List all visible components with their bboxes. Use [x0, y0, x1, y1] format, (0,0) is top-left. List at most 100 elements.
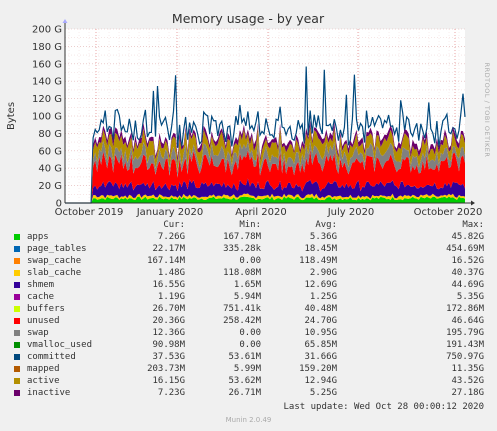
- legend-max-value: 454.69M: [446, 244, 484, 254]
- y-tick-label: 200 G: [32, 25, 62, 36]
- legend-max-value: 195.79G: [446, 328, 484, 338]
- x-tick-label: January 2020: [136, 207, 204, 218]
- legend-swatch: [14, 318, 20, 324]
- legend-avg-value: 18.45M: [304, 244, 337, 254]
- series-line-committed: [65, 66, 466, 204]
- legend-cur-value: 90.98M: [152, 340, 185, 350]
- legend-series-name: active: [27, 376, 60, 386]
- series-area-inactive: [65, 120, 465, 203]
- y-tick-label: 120 G: [32, 94, 62, 105]
- legend-cur-value: 167.14M: [147, 256, 185, 266]
- legend-avg-value: 1.25G: [309, 292, 337, 302]
- legend-row-vmalloc-used: vmalloc_used 90.98M 0.00 65.85M 191.43M: [0, 339, 497, 351]
- y-tick-label: 40 G: [38, 164, 62, 175]
- series-areas: [65, 66, 466, 204]
- legend-row-unused: unused 20.36G 258.42M 24.70G 46.64G: [0, 315, 497, 327]
- legend-swatch: [14, 390, 20, 396]
- legend-series-name: inactive: [27, 388, 71, 398]
- legend-cur-value: 16.15G: [152, 376, 185, 386]
- legend-swatch: [14, 258, 20, 264]
- legend-min-value: 258.42M: [223, 316, 261, 326]
- legend-min-value: 167.78M: [223, 232, 261, 242]
- legend-row-swap: swap 12.36G 0.00 10.95G 195.79G: [0, 327, 497, 339]
- y-tick-label: 80 G: [38, 129, 62, 140]
- legend-min-value: 335.28k: [223, 244, 261, 254]
- legend-min-value: 26.71M: [228, 388, 261, 398]
- last-update: Last update: Wed Oct 28 00:00:12 2020: [283, 402, 484, 412]
- legend-max-value: 16.52G: [451, 256, 484, 266]
- legend-avg-value: 10.95G: [304, 328, 337, 338]
- legend-avg-value: 118.49M: [299, 256, 337, 266]
- y-tick-labels: 0 20 G 40 G 60 G 80 G 100 G 120 G 140 G 160 G 180…: [32, 25, 62, 210]
- legend-series-name: swap_cache: [27, 256, 82, 266]
- col-avg-header: Avg:: [315, 220, 337, 230]
- legend-swatch: [14, 270, 20, 276]
- legend-row-apps: apps 7.26G 167.78M 5.36G 45.82G: [0, 231, 497, 243]
- y-tick-label: 100 G: [32, 112, 62, 123]
- legend-cur-value: 1.19G: [157, 292, 185, 302]
- series-area-apps: [65, 196, 465, 203]
- legend-cur-value: 22.17M: [152, 244, 185, 254]
- legend-swatch: [14, 306, 20, 312]
- legend-cur-value: 203.73M: [147, 364, 185, 374]
- legend-avg-value: 24.70G: [304, 316, 337, 326]
- series-area-unused: [65, 149, 465, 203]
- legend-swatch: [14, 330, 20, 336]
- chart-title: Memory usage - by year: [172, 11, 325, 26]
- legend-swatch: [14, 366, 20, 372]
- legend-header: Cur: Min: Avg: Max:: [0, 219, 497, 231]
- x-tick-label: July 2020: [327, 207, 375, 218]
- legend-swatch: [14, 354, 20, 360]
- col-cur-header: Cur:: [163, 220, 185, 230]
- legend-max-value: 191.43M: [446, 340, 484, 350]
- legend-row-buffers: buffers 26.70M 751.41k 40.48M 172.86M: [0, 303, 497, 315]
- legend-max-value: 27.18G: [451, 388, 484, 398]
- munin-version: Munin 2.0.49: [225, 416, 272, 424]
- y-tick-label: 180 G: [32, 42, 62, 53]
- legend-cur-value: 37.53G: [152, 352, 185, 362]
- legend-avg-value: 65.85M: [304, 340, 337, 350]
- legend-max-value: 172.86M: [446, 304, 484, 314]
- legend-avg-value: 2.90G: [309, 268, 337, 278]
- legend-max-value: 40.37G: [451, 268, 484, 278]
- legend-avg-value: 5.25G: [309, 388, 337, 398]
- legend-series-name: committed: [27, 352, 76, 362]
- axes: [62, 19, 475, 206]
- legend-cur-value: 16.55G: [152, 280, 185, 290]
- legend-min-value: 0.00: [239, 256, 261, 266]
- legend-series-name: buffers: [27, 304, 65, 314]
- legend-avg-value: 40.48M: [304, 304, 337, 314]
- legend-series-name: unused: [27, 316, 60, 326]
- legend-avg-value: 31.66G: [304, 352, 337, 362]
- legend-row-slab-cache: slab_cache 1.48G 118.08M 2.90G 40.37G: [0, 267, 497, 279]
- x-tick-label: October 2019: [55, 207, 124, 218]
- legend-row-active: active 16.15G 53.62M 12.94G 43.52G: [0, 375, 497, 387]
- series-area-active: [65, 126, 465, 203]
- legend-series-name: page_tables: [27, 244, 87, 254]
- legend-swatch: [14, 246, 20, 252]
- legend-max-value: 46.64G: [451, 316, 484, 326]
- legend-row-cache: cache 1.19G 5.94M 1.25G 5.35G: [0, 291, 497, 303]
- legend-series-name: shmem: [27, 280, 55, 290]
- legend-row-swap-cache: swap_cache 167.14M 0.00 118.49M 16.52G: [0, 255, 497, 267]
- legend-series-name: apps: [27, 232, 49, 242]
- rrdtool-credit: RRDTOOL / TOBI OETIKER: [483, 63, 491, 158]
- y-tick-label: 60 G: [38, 146, 62, 157]
- legend-swatch: [14, 234, 20, 240]
- legend-cur-value: 7.26G: [157, 232, 185, 242]
- legend-series-name: slab_cache: [27, 268, 82, 278]
- legend-max-value: 44.69G: [451, 280, 484, 290]
- legend-min-value: 0.00: [239, 328, 261, 338]
- legend-row-shmem: shmem 16.55G 1.65M 12.69G 44.69G: [0, 279, 497, 291]
- legend-cur-value: 26.70M: [152, 304, 185, 314]
- legend-swatch: [14, 342, 20, 348]
- legend-row-committed: committed 37.53G 53.61M 31.66G 750.97G: [0, 351, 497, 363]
- x-tick-labels: October 2019 January 2020 April 2020 July 2…: [55, 207, 483, 218]
- legend-swatch: [14, 294, 20, 300]
- legend-min-value: 0.00: [239, 340, 261, 350]
- legend-max-value: 750.97G: [446, 352, 484, 362]
- legend-table: Cur: Min: Avg: Max: apps 7.26G 167.78M 5.36…: [0, 219, 497, 399]
- legend-min-value: 53.61M: [228, 352, 261, 362]
- legend-row-page-tables: page_tables 22.17M 335.28k 18.45M 454.69M: [0, 243, 497, 255]
- legend-max-value: 5.35G: [456, 292, 484, 302]
